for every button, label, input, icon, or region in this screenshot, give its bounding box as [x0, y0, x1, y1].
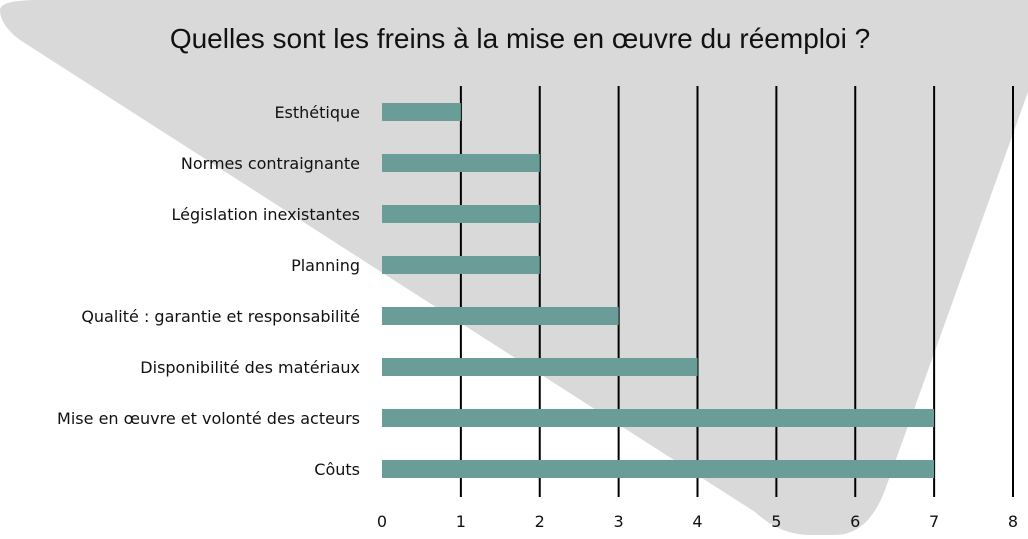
bar-4 — [382, 256, 540, 274]
category-label-3: Législation inexistantes — [172, 205, 360, 224]
category-label-4: Planning — [291, 256, 360, 275]
category-label-2: Normes contraignante — [181, 154, 360, 173]
category-label-7: Mise en œuvre et volonté des acteurs — [57, 409, 360, 428]
x-tick-label-8: 8 — [1008, 512, 1018, 531]
bar-1 — [382, 103, 461, 121]
category-label-5: Qualité : garantie et responsabilité — [81, 307, 360, 326]
x-tick-label-6: 6 — [850, 512, 860, 531]
x-tick-label-4: 4 — [692, 512, 702, 531]
category-labels: Esthétique Normes contraignante Législatio… — [57, 103, 360, 479]
gridlines — [459, 86, 1014, 497]
bar-2 — [382, 154, 540, 172]
bar-3 — [382, 205, 540, 223]
bar-5 — [382, 307, 619, 325]
x-axis-tick-labels: 0 1 2 3 4 5 6 7 8 — [377, 512, 1018, 531]
category-label-1: Esthétique — [274, 103, 360, 122]
x-tick-label-3: 3 — [614, 512, 624, 531]
bar-7 — [382, 409, 935, 427]
x-tick-label-0: 0 — [377, 512, 387, 531]
category-label-6: Disponibilité des matériaux — [140, 358, 360, 377]
x-tick-label-5: 5 — [771, 512, 781, 531]
x-tick-label-2: 2 — [535, 512, 545, 531]
bar-6 — [382, 358, 698, 376]
x-tick-label-1: 1 — [456, 512, 466, 531]
category-label-8: Côuts — [314, 460, 360, 479]
bars — [382, 103, 935, 478]
bar-8 — [382, 460, 935, 478]
chart-title: Quelles sont les freins à la mise en œuv… — [170, 23, 870, 54]
x-tick-label-7: 7 — [929, 512, 939, 531]
